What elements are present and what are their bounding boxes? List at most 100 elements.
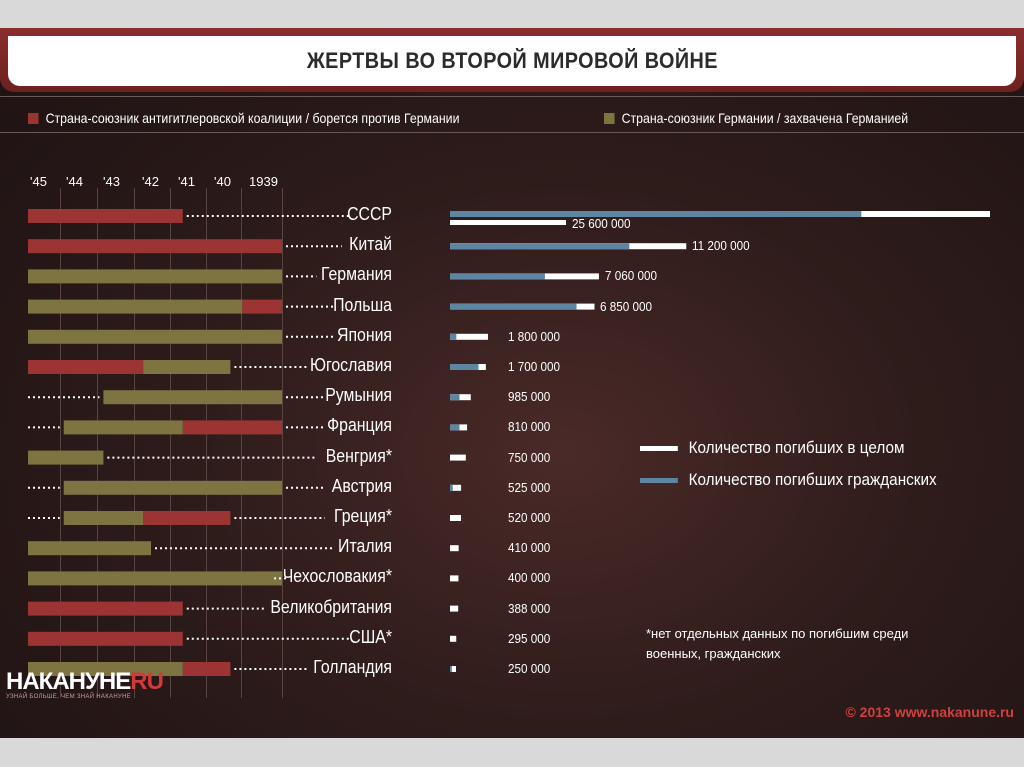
country-label: Греция* [334,506,392,526]
allied-swatch [28,112,39,124]
deaths-value-label: 1 700 000 [508,359,561,374]
year-gridline [134,188,135,698]
year-tick-1942: '42 [142,174,159,189]
country-label: Чехословакия* [282,566,392,587]
total-deaths-bar [450,666,456,672]
timeline-bar-axis [63,511,144,525]
year-gridline [206,188,207,698]
legend-total: Количество погибших в целом [640,438,905,458]
deaths-value-label: 250 000 [508,661,551,676]
total-deaths-bar [450,605,459,612]
logo-text: НАКАНУНЕRU [6,668,164,696]
total-line-swatch [640,445,678,451]
year-gridline [170,188,171,698]
deaths-value-label: 6 850 000 [600,298,653,314]
legend-rule [0,132,1024,133]
civilian-deaths-bar [450,424,460,431]
country-label: Польша [333,294,392,315]
footnote: *нет отдельных данных по погибшим среди … [646,626,909,661]
country-label: Австрия [331,475,392,496]
total-deaths-bar [450,484,462,491]
logo-main: НАКАНУНЕ [6,668,131,695]
civilian-deaths-bar [450,484,453,491]
civilian-deaths-bar [450,273,545,280]
country-label: Германия [320,264,392,285]
country-label: Италия [338,536,392,557]
country-label: Китай [349,234,392,255]
title-banner-inner: ЖЕРТВЫ ВО ВТОРОЙ МИРОВОЙ ВОЙНЕ [8,36,1016,86]
civilian-deaths-bar [450,394,460,401]
year-tick-1943: '43 [103,174,120,189]
timeline-bar-axis [28,329,282,344]
deaths-value-label: 388 000 [508,600,551,616]
civilian-deaths-bar [450,211,862,217]
year-tick-1944: '44 [66,174,83,189]
civilian-deaths-bar [450,666,452,672]
timeline-bar-allied [28,209,183,223]
title-banner: ЖЕРТВЫ ВО ВТОРОЙ МИРОВОЙ ВОЙНЕ [0,28,1024,92]
total-deaths-bar [450,545,459,552]
country-label: Великобритания [270,596,392,617]
timeline-bar-axis [28,541,152,556]
timeline-bar-axis [28,450,104,465]
total-deaths-bar [450,635,457,642]
country-label: Румыния [325,385,392,406]
timeline-bar-allied [28,631,183,646]
country-label: Голландия [313,657,392,677]
timeline-bar-allied [242,299,282,314]
legend-civil: Количество погибших гражданских [640,470,937,490]
deaths-value-label: 25 600 000 [572,216,631,231]
legend-allied-label: Страна-союзник антигитлеровской коалиции… [45,110,460,126]
timeline-bar-axis [28,269,282,284]
copyright: © 2013 www.nakanune.ru [845,704,1014,720]
year-tick-1940: '40 [214,174,231,189]
infographic: ЖЕРТВЫ ВО ВТОРОЙ МИРОВОЙ ВОЙНЕ Страна-со… [0,28,1024,738]
nakanune-logo: НАКАНУНЕRU УЗНАЙ БОЛЬШЕ, ЧЕМ ЗНАЙ НАКАНУ… [6,668,164,700]
deaths-value-label: 750 000 [508,449,551,465]
civilian-deaths-bar [450,243,630,250]
total-deaths-bar [450,515,461,521]
civilian-deaths-bar [450,303,577,310]
total-deaths-bar [450,333,488,340]
deaths-value-label: 400 000 [508,570,551,586]
year-tick-1941: '41 [178,174,195,189]
country-label: Венгрия* [325,445,392,466]
deaths-value-label: 985 000 [508,389,551,405]
legend-total-label: Количество погибших в целом [688,438,905,457]
deaths-value-label: 525 000 [508,479,551,495]
civilian-deaths-bar [450,364,479,370]
timeline-bar-axis [103,390,282,405]
timeline-bar-axis [143,360,231,374]
country-label: Япония [337,324,392,345]
axis-swatch [604,112,615,124]
country-label: Югославия [309,355,392,375]
timeline-bar-axis [28,299,243,314]
country-label: США* [349,626,392,647]
deaths-value-label: 7 060 000 [604,268,657,284]
top-rule [0,96,1024,97]
deaths-value-label: 810 000 [508,419,551,435]
civil-line-swatch [640,477,678,483]
year-tick-1945: '45 [30,174,47,189]
timeline-bar-axis [63,420,183,435]
deaths-value-label: 520 000 [508,510,551,525]
total-deaths-overflow-bar [450,220,566,225]
chart-title: ЖЕРТВЫ ВО ВТОРОЙ МИРОВОЙ ВОЙНЕ [306,48,718,73]
timeline-bar-allied [28,360,144,374]
legend-axis: Страна-союзник Германии / захвачена Герм… [604,110,908,126]
deaths-value-label: 410 000 [508,540,551,556]
legend-allied: Страна-союзник антигитлеровской коалиции… [28,110,459,126]
civilian-deaths-bar [450,333,457,340]
timeline-bar-allied [143,511,231,525]
legend-axis-label: Страна-союзник Германии / захвачена Герм… [621,110,909,126]
deaths-value-label: 1 800 000 [508,328,561,344]
total-deaths-bar [450,454,466,461]
timeline-bar-axis [28,571,282,586]
timeline-bar-allied [28,601,183,616]
year-gridline [60,188,61,698]
logo-tagline: УЗНАЙ БОЛЬШЕ, ЧЕМ ЗНАЙ НАКАНУНЕ [6,694,132,700]
timeline-bar-allied [28,239,282,254]
country-label: Франция [327,415,392,436]
year-tick-1939: 1939 [249,174,278,189]
